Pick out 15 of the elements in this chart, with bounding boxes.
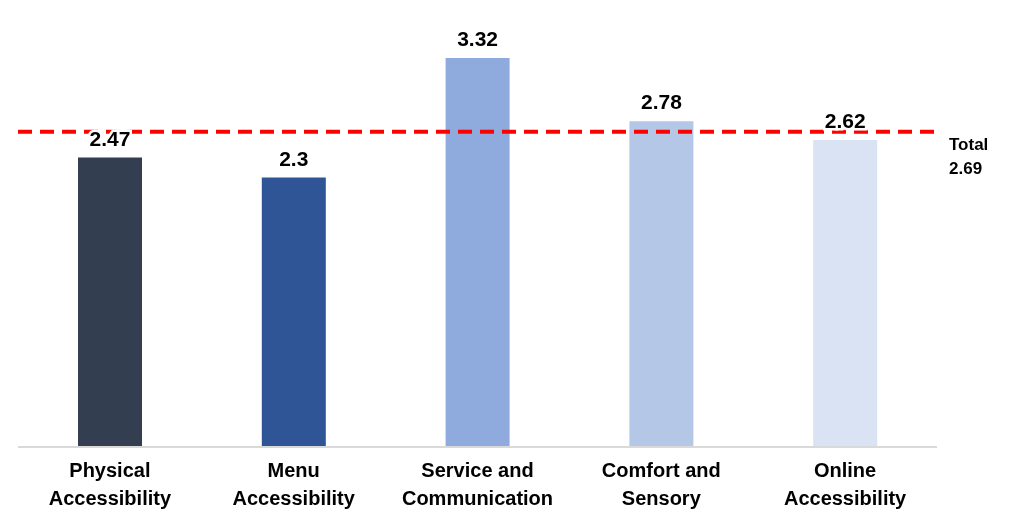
x-tick-label: Comfort and Sensory [601,459,721,509]
bar [813,140,878,447]
data-label: 2.3 [279,146,309,170]
bar [261,177,326,447]
bar [78,157,142,447]
bar [445,58,510,447]
data-label: 3.32 [457,27,499,50]
x-tick-label: Menu Accessibility [232,459,356,509]
data-label: 2.62 [824,109,866,133]
bar [629,121,694,447]
x-tick-label: Service and Communication [401,459,554,509]
ref-line-label: Total 2.69 [949,134,989,178]
x-tick-label: Physical Accessibility [48,459,172,509]
data-label: 2.78 [640,90,683,114]
x-tick-label: Online Accessibility [783,459,908,509]
